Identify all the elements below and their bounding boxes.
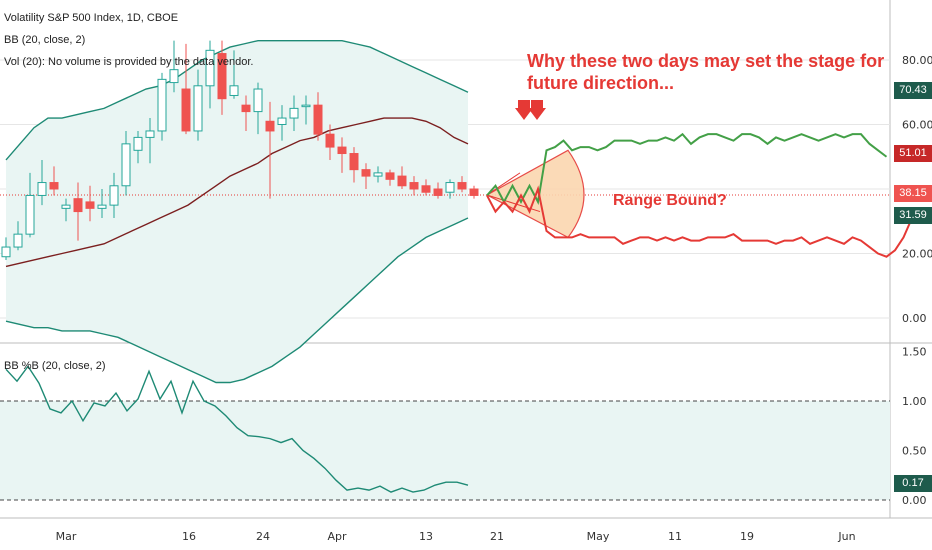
price-badge-upper: 70.43 <box>894 82 932 99</box>
x-tick-label: 11 <box>668 530 682 543</box>
projection-red-path <box>486 185 913 258</box>
x-tick-label: May <box>587 530 610 543</box>
annotation-title-line2: future direction... <box>527 73 675 93</box>
price-badge-lower: 31.59 <box>894 207 932 224</box>
candle <box>313 104 323 135</box>
candle <box>97 204 107 209</box>
price-badge-last: 38.15 <box>894 185 932 202</box>
candle <box>289 107 299 119</box>
x-tick-label: Mar <box>56 530 77 543</box>
down-arrow-marker <box>515 100 533 120</box>
candle <box>121 143 131 187</box>
x-tick-label: 13 <box>419 530 433 543</box>
y-tick-label: 0.00 <box>902 494 927 507</box>
candle <box>49 182 59 190</box>
bollinger-lower-band <box>5 217 469 384</box>
candle <box>337 146 347 155</box>
bollinger-upper-band <box>5 39 469 161</box>
y-tick-label: 80.00 <box>902 54 932 67</box>
candle <box>241 104 251 113</box>
legend-percent-b: BB %B (20, close, 2) <box>4 360 106 372</box>
y-tick-label: 0.00 <box>902 312 927 325</box>
candle <box>61 204 71 209</box>
y-tick-label: 0.50 <box>902 445 927 458</box>
candle <box>229 85 239 96</box>
candle <box>217 53 227 100</box>
percent-b-line <box>5 365 469 493</box>
y-tick-label: 20.00 <box>902 248 932 261</box>
candle <box>25 194 35 235</box>
candle <box>361 169 371 177</box>
bollinger-basis <box>5 117 469 268</box>
candle <box>85 201 95 209</box>
candle <box>73 198 83 213</box>
down-arrow-marker <box>528 100 546 120</box>
candle <box>109 185 119 206</box>
candle <box>205 49 215 87</box>
candle <box>433 188 443 196</box>
x-tick-label: 16 <box>182 530 196 543</box>
candle <box>1 246 11 258</box>
candle <box>409 182 419 190</box>
annotation-title-line1: Why these two days may set the stage for <box>527 51 885 71</box>
candle <box>421 185 431 193</box>
candle <box>397 175 407 187</box>
candle <box>13 233 23 248</box>
candle <box>145 130 155 138</box>
candle <box>469 188 479 196</box>
candle <box>277 117 287 126</box>
candle <box>325 133 335 148</box>
x-tick-label: 24 <box>256 530 270 543</box>
candle <box>301 104 311 108</box>
percent-b-badge: 0.17 <box>894 475 932 492</box>
y-tick-label: 60.00 <box>902 119 932 132</box>
bollinger-band-fill <box>6 40 468 383</box>
legend-volume: Vol (20): No volume is provided by the d… <box>4 56 254 68</box>
projection-fan-line <box>486 172 521 196</box>
x-tick-label: 21 <box>490 530 504 543</box>
legend-symbol: Volatility S&P 500 Index, 1D, CBOE <box>4 12 179 24</box>
candle <box>181 88 191 132</box>
projection-green-path <box>486 132 888 205</box>
candle <box>445 182 455 193</box>
candle <box>169 69 179 84</box>
candle <box>133 136 143 151</box>
price-badge-green-projection: 51.01 <box>894 145 932 162</box>
candle <box>157 78 167 132</box>
candle <box>265 120 275 132</box>
candle <box>373 172 383 177</box>
candle <box>253 88 263 113</box>
candle <box>385 172 395 180</box>
candle <box>457 182 467 190</box>
candle <box>37 182 47 196</box>
percent-b-band-fill <box>0 401 890 500</box>
legend-bb: BB (20, close, 2) <box>4 34 86 46</box>
annotation-range: Range Bound? <box>613 192 727 209</box>
annotation-title: Why these two days may set the stage for… <box>527 50 884 94</box>
y-tick-label: 1.50 <box>902 346 927 359</box>
x-tick-label: Apr <box>327 530 347 543</box>
x-tick-label: 19 <box>740 530 754 543</box>
x-tick-label: Jun <box>837 530 855 543</box>
y-tick-label: 1.00 <box>902 395 927 408</box>
candle <box>193 85 203 132</box>
candle <box>349 153 359 171</box>
